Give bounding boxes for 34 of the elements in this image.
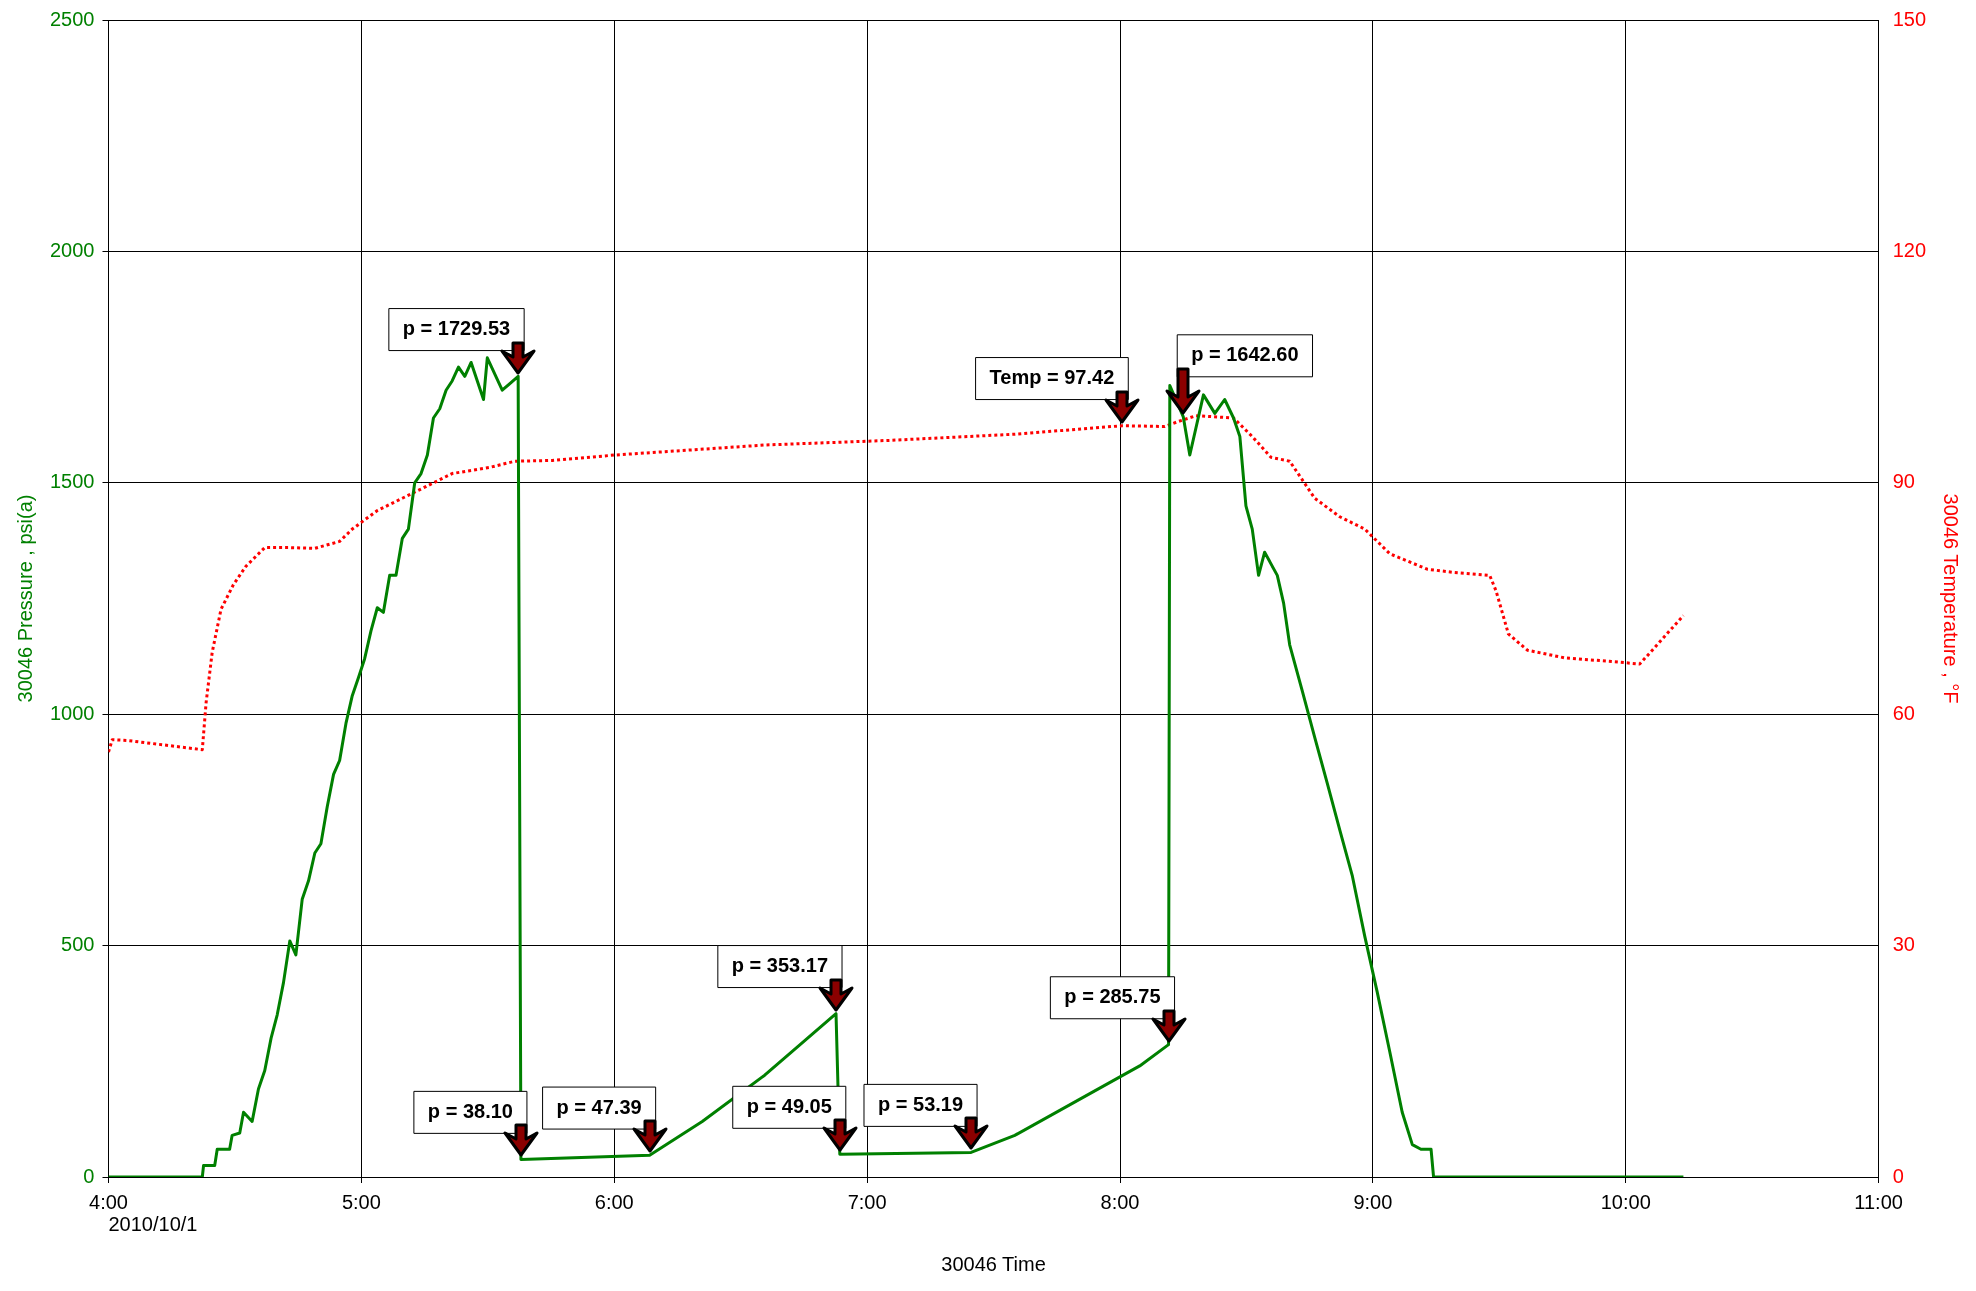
y2-axis-title: 30046 Temperature , °F xyxy=(1940,493,1963,704)
y-tick-label: 1000 xyxy=(49,701,95,724)
line-series xyxy=(108,414,1685,754)
annotation: p = 53.19 xyxy=(877,1092,964,1115)
annotation: Temp = 97.42 xyxy=(989,366,1115,389)
x-tick-label: 7:00 xyxy=(847,1190,887,1213)
x-tick-label: 4:00 xyxy=(89,1190,128,1213)
y-tick-label: 1500 xyxy=(49,470,95,493)
y2-tick-label: 90 xyxy=(1892,470,1915,493)
y2-tick-label: 120 xyxy=(1892,238,1927,261)
text: 2010/10/1 xyxy=(108,1212,198,1235)
y2-tick-label: 30 xyxy=(1892,933,1915,956)
y-tick-label: 500 xyxy=(61,933,95,956)
annotation: p = 1642.60 xyxy=(1191,343,1299,366)
y2-tick-label: 60 xyxy=(1892,701,1915,724)
annotation: p = 47.39 xyxy=(556,1095,642,1118)
y-tick-label: 2000 xyxy=(49,238,95,261)
x-tick-label: 10:00 xyxy=(1600,1190,1651,1213)
x-tick-label: 6:00 xyxy=(594,1190,634,1213)
annotation: p = 49.05 xyxy=(746,1094,832,1117)
y-tick-label: 2500 xyxy=(49,7,95,30)
annotation: p = 1729.53 xyxy=(402,317,511,340)
y-tick-label: 0 xyxy=(83,1164,95,1187)
y-axis-title: 30046 Pressure , psi(a) xyxy=(13,494,36,703)
annotation: p = 353.17 xyxy=(731,954,829,977)
x-tick-label: 8:00 xyxy=(1100,1190,1140,1213)
y2-tick-label: 150 xyxy=(1892,7,1927,30)
x-tick-label: 5:00 xyxy=(341,1190,381,1213)
y2-tick-label: 0 xyxy=(1892,1164,1904,1187)
annotation: p = 38.10 xyxy=(427,1099,513,1122)
annotation: p = 285.75 xyxy=(1064,985,1161,1008)
x-tick-label: 11:00 xyxy=(1854,1190,1903,1213)
x-axis-title: 30046 Time xyxy=(941,1252,1046,1275)
x-tick-label: 9:00 xyxy=(1353,1190,1393,1213)
